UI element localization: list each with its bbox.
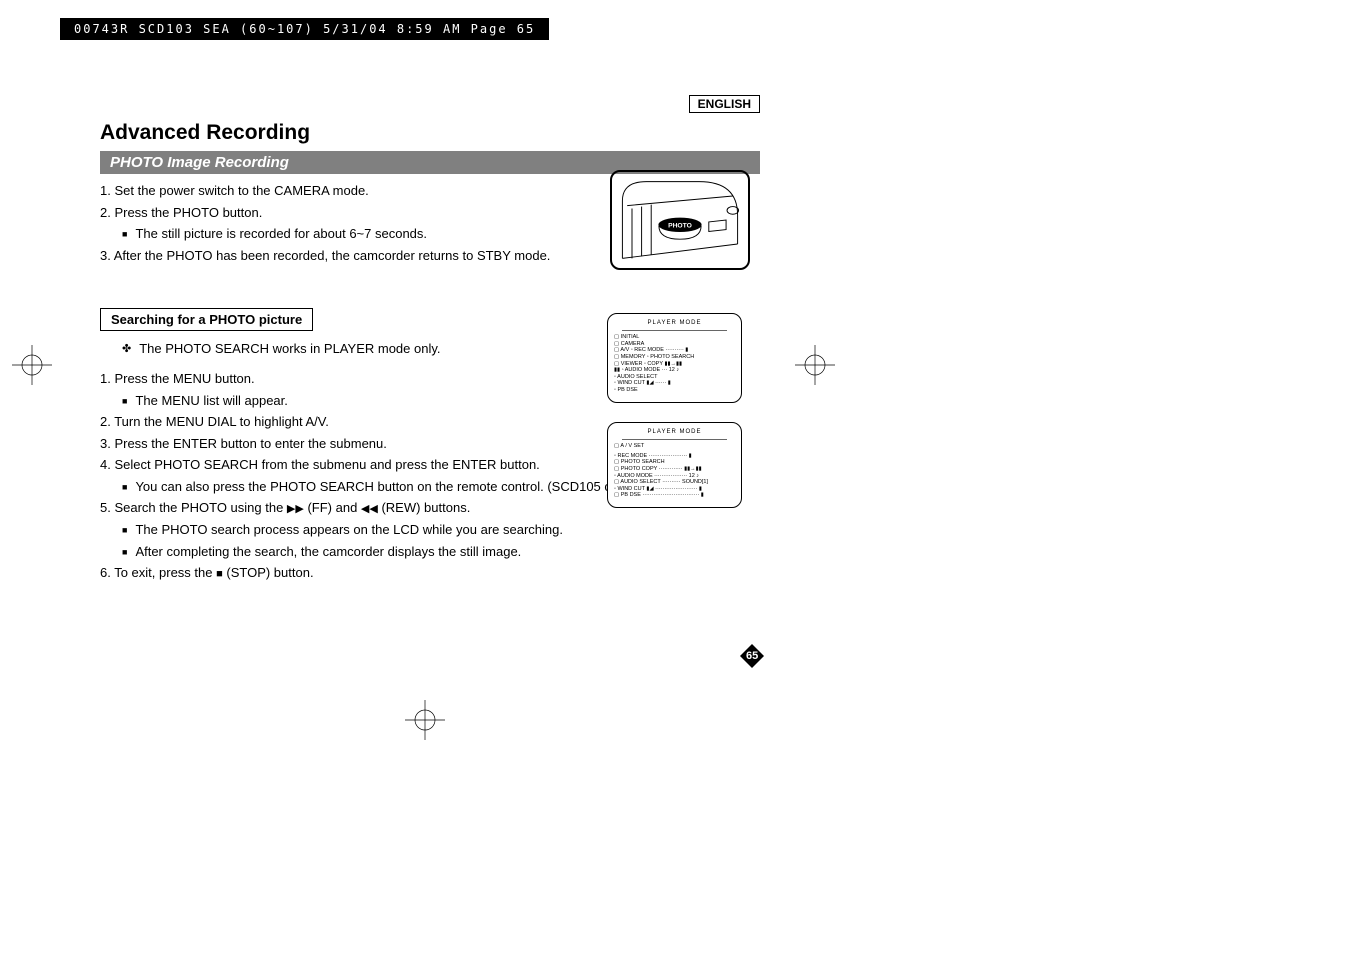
registration-mark-right <box>795 345 835 385</box>
camera-illustration: PHOTO <box>610 170 750 270</box>
menu1-title: PLAYER MODE <box>622 318 727 331</box>
menu1-l9: ◦ PB DSE <box>614 387 735 394</box>
menu-screen-2: PLAYER MODE ▢ A / V SET ◦ REC MODE ·····… <box>607 422 742 508</box>
photo-button-label: PHOTO <box>668 223 692 230</box>
s5a: The PHOTO search process appears on the … <box>122 521 760 539</box>
menu1-l6: ▮▮ ◦ AUDIO MODE ··· 12 ♪ <box>614 367 735 374</box>
language-tag: ENGLISH <box>689 95 760 113</box>
rew-icon: ◀◀ <box>361 503 378 515</box>
menu2-l3: ▢ PHOTO SEARCH <box>614 459 735 466</box>
registration-mark-bottom <box>405 700 445 740</box>
main-heading: Advanced Recording <box>100 121 760 145</box>
menu1-l3: ▢ A/V ◦ REC MODE ·········· ▮ <box>614 347 735 354</box>
menu2-l4: ▢ PHOTO COPY ············· ▮▮→▮▮ <box>614 466 735 473</box>
s6: 6. To exit, press the ■ (STOP) button. <box>100 564 760 582</box>
menu2-l1: ▢ A / V SET <box>614 443 735 450</box>
menu2-title: PLAYER MODE <box>622 427 727 440</box>
sub-heading: Searching for a PHOTO picture <box>100 308 313 331</box>
menu2-l2: ◦ REC MODE ····················· ▮ <box>614 453 735 460</box>
menu2-l8: ▢ PB DSE ·······························… <box>614 492 735 499</box>
menu1-l2: ▢ CAMERA <box>614 341 735 348</box>
menu1-l4: ▢ MEMORY ◦ PHOTO SEARCH <box>614 354 735 361</box>
menu-screen-1: PLAYER MODE ▢ INITIAL ▢ CAMERA ▢ A/V ◦ R… <box>607 313 742 403</box>
s5b: After completing the search, the camcord… <box>122 543 760 561</box>
menu2-l6: ▢ AUDIO SELECT ·········· SOUND[1] <box>614 479 735 486</box>
menu1-l5: ▢ VIEWER ◦ COPY ▮▮→▮▮ <box>614 361 735 368</box>
registration-mark-left <box>12 345 52 385</box>
prepress-header: 00743R SCD103 SEA (60~107) 5/31/04 8:59 … <box>60 18 549 40</box>
menu1-l7: ◦ AUDIO SELECT <box>614 374 735 381</box>
menu1-l8: ◦ WIND CUT ▮◢ ······ ▮ <box>614 380 735 387</box>
ff-icon: ▶▶ <box>287 503 304 515</box>
page-number: 65 <box>746 650 758 662</box>
stop-icon: ■ <box>216 568 223 580</box>
page-number-badge: 65 <box>740 644 764 668</box>
menu2-l5: ◦ AUDIO MODE ·················· 12 ♪ <box>614 473 735 480</box>
menu2-l7: ◦ WIND CUT ▮◢ ······················· ▮ <box>614 486 735 493</box>
menu1-l1: ▢ INITIAL <box>614 334 735 341</box>
